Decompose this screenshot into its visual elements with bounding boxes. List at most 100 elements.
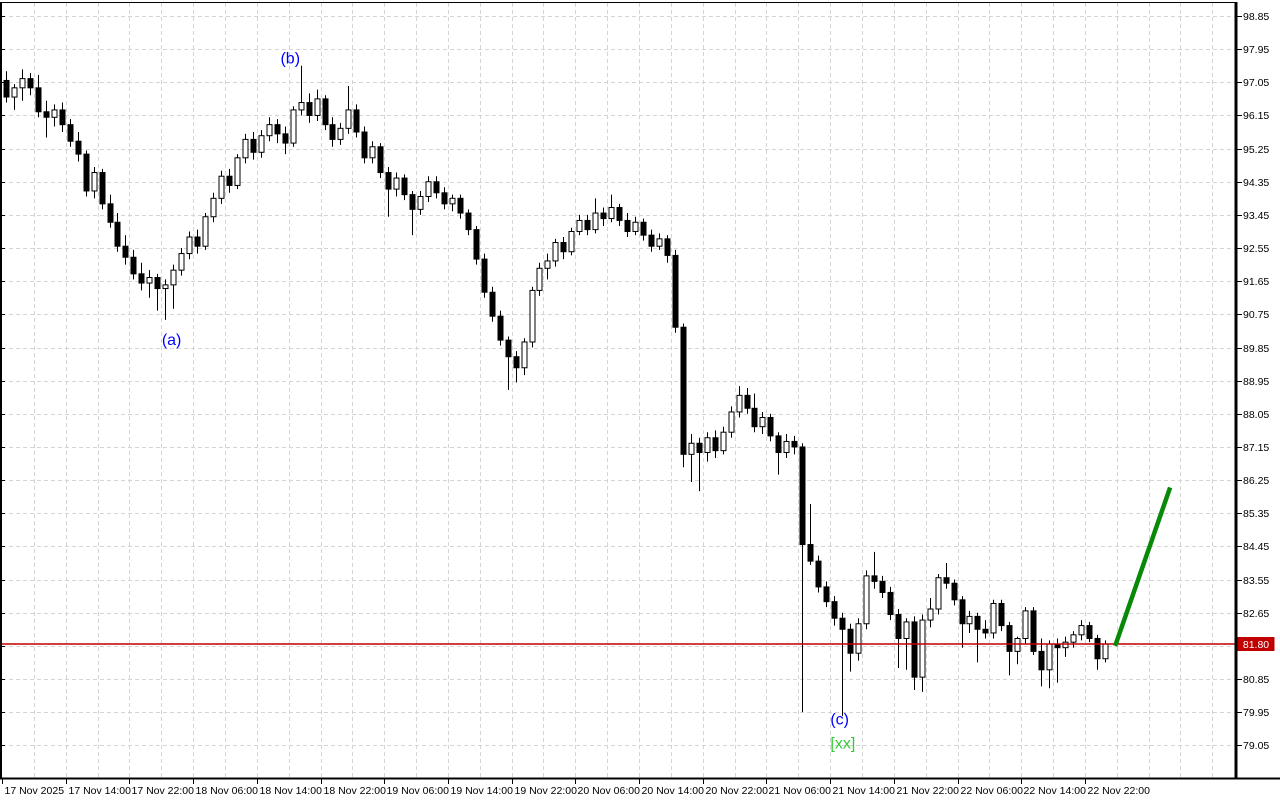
candle <box>385 167 392 217</box>
candle <box>783 434 790 458</box>
price-tick-label: 97.05 <box>1243 77 1269 89</box>
candle <box>823 581 830 608</box>
candle <box>959 596 966 648</box>
candle <box>242 133 249 164</box>
candle <box>258 130 265 158</box>
candle <box>871 551 878 589</box>
candle <box>51 104 58 127</box>
candle <box>656 233 663 250</box>
price-tick-label: 90.75 <box>1243 309 1269 321</box>
candle <box>536 262 543 296</box>
candle <box>1038 638 1045 687</box>
price-line-tag-value: 81.80 <box>1243 639 1269 651</box>
candle <box>616 203 623 226</box>
time-tick-label: 20 Nov 06:00 <box>578 785 641 797</box>
wave-label-a[interactable]: (a) <box>162 332 182 349</box>
candle <box>457 194 464 219</box>
candle <box>608 194 615 223</box>
wave-label-b[interactable]: (b) <box>280 50 300 67</box>
candle <box>1086 621 1093 643</box>
candle <box>489 286 496 322</box>
price-tick-label: 80.85 <box>1243 674 1269 686</box>
candle <box>353 104 360 138</box>
candle <box>521 338 528 376</box>
candle <box>751 393 758 433</box>
candle <box>234 154 241 190</box>
time-tick-label: 21 Nov 14:00 <box>833 785 896 797</box>
price-tick-label: 84.45 <box>1243 541 1269 553</box>
time-tick-label: 20 Nov 22:00 <box>706 785 769 797</box>
candle <box>576 214 583 236</box>
candle <box>990 599 997 639</box>
candle <box>345 85 352 134</box>
candle <box>266 117 273 142</box>
candle <box>1022 607 1029 645</box>
candle <box>194 229 201 254</box>
candle <box>67 119 74 147</box>
candle <box>759 411 766 435</box>
candle <box>712 430 719 458</box>
candle <box>831 596 838 626</box>
candle <box>417 190 424 215</box>
price-tick-label: 88.05 <box>1243 409 1269 421</box>
candle <box>170 264 177 309</box>
candle <box>640 218 647 241</box>
price-tick-label: 96.15 <box>1243 110 1269 122</box>
candle <box>544 253 551 280</box>
candle <box>1070 631 1077 648</box>
time-axis-labels: 17 Nov 2025 17 Nov 14:00 17 Nov 22:00 18 No… <box>2 779 1151 797</box>
price-tick-label: 79.95 <box>1243 707 1269 719</box>
candle <box>767 413 774 442</box>
candle <box>35 74 42 118</box>
price-tick-label: 93.45 <box>1243 210 1269 222</box>
price-tick-label: 95.25 <box>1243 144 1269 156</box>
candle <box>409 190 416 236</box>
candle <box>274 119 281 144</box>
candle <box>847 623 854 672</box>
candle <box>696 437 703 492</box>
wave-label-xx[interactable]: [xx] <box>830 735 855 752</box>
candle <box>91 167 98 199</box>
wave-label-c[interactable]: (c) <box>830 712 849 729</box>
trend-line[interactable] <box>1113 486 1173 647</box>
price-tick-label: 87.15 <box>1243 442 1269 454</box>
candle <box>282 126 289 155</box>
candle <box>648 229 655 252</box>
candle <box>473 225 480 265</box>
candle <box>982 620 989 639</box>
candle <box>369 141 376 164</box>
candle <box>99 168 106 210</box>
candle <box>568 227 575 256</box>
candle <box>552 238 559 267</box>
candle <box>107 194 114 228</box>
price-tick-label: 98.85 <box>1243 11 1269 23</box>
price-tick-label: 85.35 <box>1243 508 1269 520</box>
candle <box>11 84 18 110</box>
candle <box>250 132 257 160</box>
candle <box>433 176 440 199</box>
candle <box>799 443 806 713</box>
candle <box>1030 607 1037 656</box>
candle <box>306 93 313 123</box>
candle <box>624 213 631 237</box>
candle <box>966 610 973 633</box>
price-tick-label: 86.25 <box>1243 475 1269 487</box>
candle <box>775 432 782 475</box>
time-tick-label: 22 Nov 22:00 <box>1088 785 1151 797</box>
grid-layer <box>2 3 1235 777</box>
candle <box>505 336 512 390</box>
time-tick-label: 20 Nov 14:00 <box>642 785 705 797</box>
candle <box>592 198 599 234</box>
candle <box>361 126 368 164</box>
candle <box>3 71 10 103</box>
candle <box>449 194 456 212</box>
candle <box>998 599 1005 632</box>
candle <box>314 89 321 121</box>
candle <box>497 310 504 346</box>
candle <box>560 237 567 260</box>
candle <box>154 273 161 311</box>
time-tick-label: 21 Nov 22:00 <box>897 785 960 797</box>
candle <box>19 69 26 101</box>
